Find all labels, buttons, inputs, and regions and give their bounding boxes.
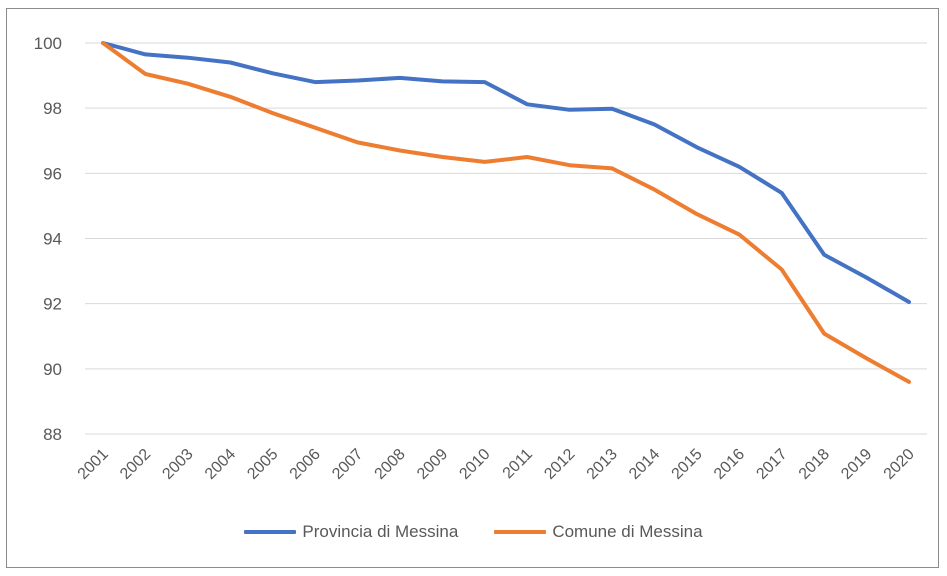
y-tick-label: 94 [43,230,62,249]
x-tick-label: 2015 [669,446,706,483]
x-tick-label: 2001 [75,446,112,483]
x-tick-label: 2009 [414,446,451,483]
y-tick-label: 98 [43,99,62,118]
x-tick-label: 2014 [626,446,663,483]
x-tick-label: 2013 [584,446,621,483]
y-tick-label: 96 [43,164,62,183]
x-tick-label: 2018 [796,446,833,483]
legend-item-provincia: Provincia di Messina [244,522,458,542]
series-line-1 [101,41,911,384]
series-line-0 [101,41,911,304]
x-tick-label: 2005 [244,446,281,483]
x-axis-tick-labels: 2001 2002 2003 2004 2005 2006 2007 2008 2009 2010… [75,446,918,483]
chart-frame [6,8,939,568]
x-tick-label: 2007 [329,446,366,483]
x-tick-label: 2006 [287,446,324,483]
y-tick-label: 90 [43,360,62,379]
y-tick-label: 92 [43,295,62,314]
x-tick-label: 2017 [753,446,790,483]
x-tick-label: 2012 [541,446,578,483]
series-lines [101,41,911,384]
legend-label-comune: Comune di Messina [552,522,703,541]
x-tick-label: 2020 [881,446,918,483]
y-tick-label: 100 [34,34,62,53]
y-axis-tick-labels: 88 90 92 94 96 98 100 [34,34,62,444]
legend-swatch-comune [494,530,547,534]
legend-item-comune: Comune di Messina [494,522,703,542]
x-tick-label: 2002 [117,446,154,483]
legend-swatch-provincia [244,530,297,534]
y-tick-label: 88 [43,425,62,444]
gridlines [85,42,927,435]
x-tick-label: 2016 [711,446,748,483]
legend: Provincia di Messina Comune di Messina [0,522,947,542]
x-tick-label: 2008 [372,446,409,483]
x-tick-label: 2019 [838,446,875,483]
x-tick-label: 2010 [456,446,493,483]
x-tick-label: 2003 [159,446,196,483]
x-tick-label: 2011 [500,446,536,482]
legend-label-provincia: Provincia di Messina [302,522,459,541]
x-tick-label: 2004 [202,446,239,483]
